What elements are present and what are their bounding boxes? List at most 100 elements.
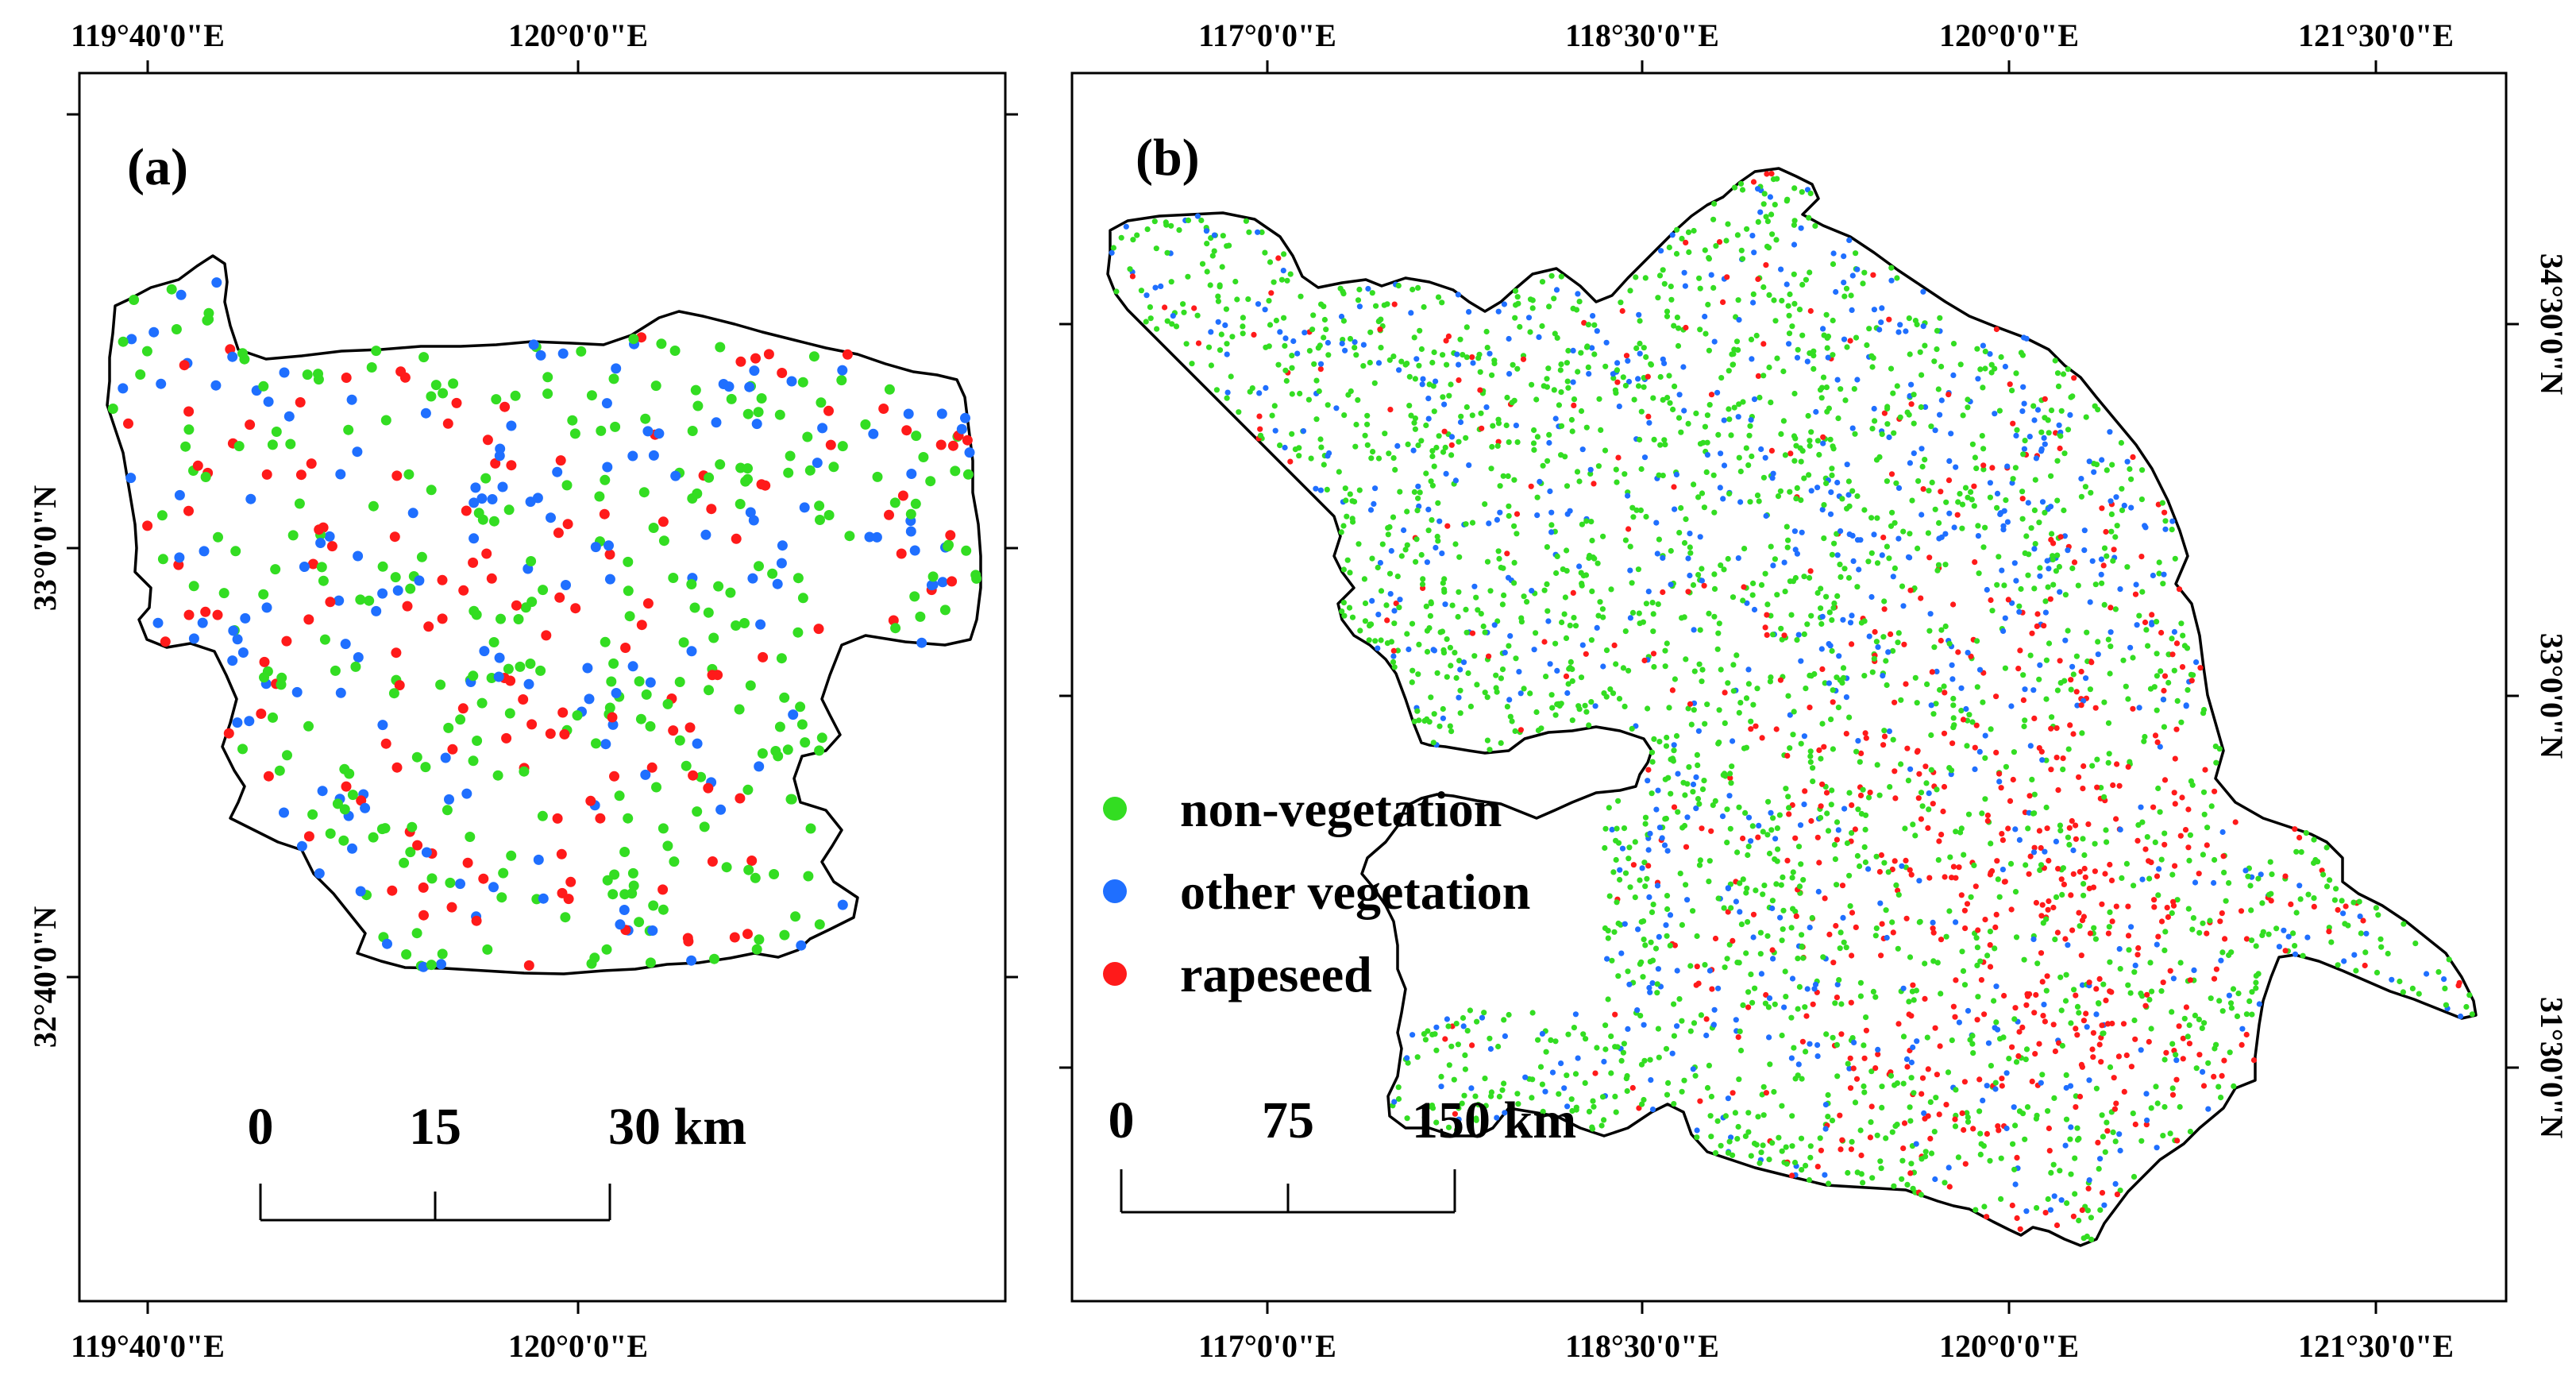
- sample-point: [1377, 326, 1383, 333]
- sample-point: [1426, 625, 1433, 632]
- sample-point: [1685, 589, 1691, 595]
- sample-point: [394, 680, 405, 691]
- sample-point: [2232, 819, 2239, 825]
- sample-point: [1761, 883, 1768, 889]
- sample-point: [668, 573, 679, 583]
- sample-point: [1926, 806, 1932, 813]
- sample-point: [2374, 969, 2381, 975]
- sample-point: [2111, 1106, 2118, 1112]
- sample-point: [1987, 494, 1993, 500]
- sample-point: [239, 353, 250, 365]
- sample-point: [1637, 436, 1643, 443]
- sample-point: [1804, 621, 1811, 628]
- sample-point: [1455, 613, 1461, 620]
- sample-point: [754, 761, 765, 772]
- sample-point: [1919, 463, 1926, 470]
- sample-point: [1154, 326, 1160, 332]
- sample-point: [2021, 723, 2027, 730]
- sample-point: [1569, 717, 1575, 724]
- sample-point: [1885, 649, 1892, 655]
- sample-point: [662, 840, 673, 852]
- sample-point: [1474, 1018, 1480, 1025]
- sample-point: [1409, 679, 1415, 686]
- sample-point: [1340, 600, 1347, 606]
- sample-point: [1946, 908, 1953, 914]
- sample-point: [1424, 716, 1430, 723]
- sample-point: [1318, 444, 1325, 450]
- sample-point: [950, 465, 961, 477]
- sample-point: [496, 892, 507, 903]
- sample-point: [1987, 1157, 1993, 1164]
- sample-point: [1976, 1108, 1983, 1114]
- sample-point: [1554, 334, 1560, 341]
- sample-point: [1818, 605, 1824, 612]
- sample-point: [1687, 531, 1693, 537]
- sample-point: [1759, 735, 1765, 741]
- sample-point: [2112, 1180, 2119, 1187]
- sample-point: [200, 472, 211, 482]
- sample-point: [1564, 690, 1571, 697]
- sample-point: [2179, 794, 2185, 801]
- sample-point: [2012, 826, 2019, 832]
- sample-point: [107, 404, 118, 414]
- sample-point: [2178, 620, 2185, 627]
- sample-point: [307, 558, 318, 570]
- sample-point: [1622, 382, 1629, 389]
- sample-point: [1468, 1085, 1475, 1091]
- sample-point: [757, 748, 768, 759]
- sample-point: [1625, 968, 1631, 975]
- sample-point: [1827, 511, 1834, 517]
- sample-point: [2108, 877, 2115, 883]
- sample-point: [1968, 894, 1974, 900]
- sample-point: [160, 636, 171, 647]
- sample-point: [1889, 1129, 1895, 1135]
- sample-point: [1448, 434, 1456, 440]
- sample-point: [1711, 200, 1718, 207]
- sample-point: [2131, 1173, 2138, 1180]
- sample-point: [1425, 1028, 1431, 1034]
- sample-point: [1711, 571, 1718, 577]
- sample-point: [2200, 710, 2207, 717]
- sample-point: [377, 561, 388, 572]
- sample-point: [1618, 1057, 1625, 1064]
- sample-point: [2059, 891, 2065, 898]
- sample-point: [1367, 507, 1375, 513]
- sample-point: [2293, 848, 2300, 855]
- sample-point: [704, 685, 714, 696]
- sample-point: [1932, 506, 1938, 512]
- sample-point: [1969, 441, 1976, 447]
- sample-point: [648, 450, 659, 461]
- sample-point: [1982, 365, 1988, 372]
- sample-point: [1999, 867, 2006, 873]
- sample-point: [1874, 1132, 1880, 1138]
- sample-point: [2187, 977, 2193, 983]
- sample-point: [1565, 347, 1571, 354]
- sample-point: [2412, 941, 2419, 947]
- sample-point: [1699, 825, 1705, 832]
- sample-point: [2051, 1095, 2057, 1101]
- sample-point: [1873, 853, 1880, 859]
- sample-point: [2053, 894, 2060, 900]
- sample-point: [1875, 1051, 1881, 1057]
- sample-point: [1536, 334, 1542, 340]
- sample-point: [1535, 727, 1541, 734]
- sample-point: [2003, 1125, 2010, 1132]
- sample-point: [1912, 832, 1919, 839]
- sample-point: [2246, 998, 2253, 1004]
- sample-point: [2045, 584, 2051, 590]
- sample-point: [141, 346, 152, 357]
- sample-point: [2335, 962, 2341, 968]
- sample-point: [407, 508, 418, 519]
- sample-point: [708, 632, 719, 643]
- sample-point: [750, 872, 761, 883]
- sample-point: [1749, 453, 1755, 460]
- sample-point: [1888, 1072, 1895, 1079]
- sample-point: [769, 869, 780, 879]
- sample-point: [1937, 315, 1943, 321]
- sample-point: [2186, 857, 2192, 863]
- sample-point: [1888, 471, 1895, 477]
- sample-point: [1614, 1044, 1621, 1050]
- sample-point: [795, 701, 806, 713]
- sample-point: [1664, 906, 1671, 913]
- sample-point: [1686, 249, 1692, 256]
